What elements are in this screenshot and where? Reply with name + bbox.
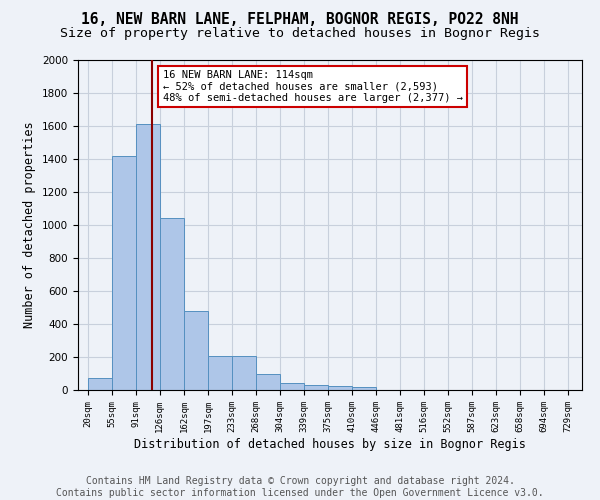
Bar [352,386,376,390]
Y-axis label: Number of detached properties: Number of detached properties [23,122,37,328]
Text: Contains HM Land Registry data © Crown copyright and database right 2024.
Contai: Contains HM Land Registry data © Crown c… [56,476,544,498]
Bar [328,386,352,390]
Bar [208,356,232,390]
X-axis label: Distribution of detached houses by size in Bognor Regis: Distribution of detached houses by size … [134,438,526,450]
Bar [136,124,160,390]
Bar [304,385,328,390]
Bar [232,356,256,390]
Text: 16 NEW BARN LANE: 114sqm
← 52% of detached houses are smaller (2,593)
48% of sem: 16 NEW BARN LANE: 114sqm ← 52% of detach… [163,70,463,103]
Bar [160,218,184,390]
Bar [280,382,304,390]
Text: Size of property relative to detached houses in Bognor Regis: Size of property relative to detached ho… [60,28,540,40]
Bar [112,156,136,390]
Bar [184,311,208,390]
Bar [256,374,280,390]
Bar [88,378,112,390]
Text: 16, NEW BARN LANE, FELPHAM, BOGNOR REGIS, PO22 8NH: 16, NEW BARN LANE, FELPHAM, BOGNOR REGIS… [81,12,519,28]
